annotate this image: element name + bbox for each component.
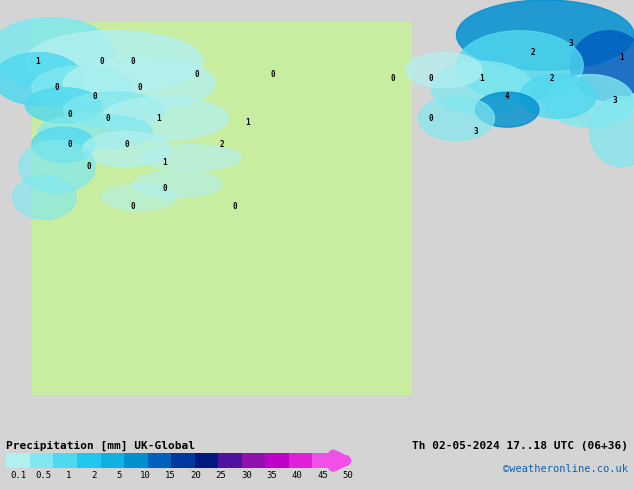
Text: 35: 35 <box>266 471 277 481</box>
Text: 0: 0 <box>429 114 434 123</box>
Bar <box>266 453 289 468</box>
Polygon shape <box>101 97 228 140</box>
Polygon shape <box>545 74 634 127</box>
Text: 0: 0 <box>105 114 110 123</box>
Text: 50: 50 <box>342 471 353 481</box>
Text: 2: 2 <box>219 140 224 149</box>
Text: 0: 0 <box>55 83 60 92</box>
Bar <box>101 453 124 468</box>
Bar <box>6 453 30 468</box>
Text: 30: 30 <box>241 471 252 481</box>
Polygon shape <box>0 18 114 88</box>
Polygon shape <box>38 114 152 149</box>
Text: 0: 0 <box>391 74 396 83</box>
Polygon shape <box>418 97 495 140</box>
Text: 2: 2 <box>549 74 554 83</box>
Text: 2: 2 <box>530 48 535 57</box>
Text: 25: 25 <box>216 471 226 481</box>
Text: 1: 1 <box>36 57 41 66</box>
Polygon shape <box>133 171 222 197</box>
Polygon shape <box>25 31 203 92</box>
Polygon shape <box>19 140 95 193</box>
Text: 0: 0 <box>67 110 72 119</box>
Text: 20: 20 <box>190 471 201 481</box>
Text: 0: 0 <box>67 140 72 149</box>
Text: 10: 10 <box>139 471 150 481</box>
Polygon shape <box>456 0 634 70</box>
Text: 0: 0 <box>99 57 104 66</box>
Text: Th 02-05-2024 17..18 UTC (06+36): Th 02-05-2024 17..18 UTC (06+36) <box>411 441 628 451</box>
Text: 0: 0 <box>93 92 98 101</box>
Polygon shape <box>520 74 596 119</box>
Polygon shape <box>13 175 76 219</box>
Text: 1: 1 <box>619 52 624 62</box>
Bar <box>289 453 313 468</box>
Bar <box>148 453 171 468</box>
Text: 2: 2 <box>91 471 97 481</box>
Text: 0.5: 0.5 <box>36 471 51 481</box>
Text: 0: 0 <box>137 83 142 92</box>
Text: 3: 3 <box>473 127 478 136</box>
Bar <box>242 453 266 468</box>
Text: 1: 1 <box>156 114 161 123</box>
FancyBboxPatch shape <box>32 22 412 395</box>
Text: 0.1: 0.1 <box>10 471 26 481</box>
Polygon shape <box>101 184 178 211</box>
Polygon shape <box>406 52 482 88</box>
Text: 0: 0 <box>232 201 237 211</box>
Polygon shape <box>476 92 539 127</box>
Bar <box>313 453 336 468</box>
Bar <box>124 453 148 468</box>
Bar <box>53 453 77 468</box>
Polygon shape <box>456 31 583 101</box>
Text: 0: 0 <box>124 140 129 149</box>
Text: 4: 4 <box>505 92 510 101</box>
Bar <box>218 453 242 468</box>
Text: 3: 3 <box>612 97 618 105</box>
Text: ©weatheronline.co.uk: ©weatheronline.co.uk <box>503 465 628 474</box>
Polygon shape <box>63 92 165 127</box>
Polygon shape <box>63 57 216 110</box>
Bar <box>195 453 218 468</box>
Bar <box>77 453 101 468</box>
Text: 15: 15 <box>165 471 176 481</box>
Polygon shape <box>25 88 101 123</box>
Text: 0: 0 <box>270 70 275 79</box>
Polygon shape <box>139 145 241 171</box>
Text: 0: 0 <box>162 184 167 193</box>
Text: 0: 0 <box>429 74 434 83</box>
Text: 40: 40 <box>292 471 302 481</box>
Text: 5: 5 <box>117 471 122 481</box>
Polygon shape <box>32 66 133 110</box>
Text: 0: 0 <box>131 57 136 66</box>
Polygon shape <box>590 97 634 167</box>
Text: 0: 0 <box>194 70 199 79</box>
Text: Precipitation [mm] UK-Global: Precipitation [mm] UK-Global <box>6 441 195 451</box>
Text: 45: 45 <box>317 471 328 481</box>
Polygon shape <box>431 61 533 114</box>
Text: 1: 1 <box>66 471 72 481</box>
Polygon shape <box>32 127 95 162</box>
Bar <box>30 453 53 468</box>
Polygon shape <box>0 52 82 105</box>
Polygon shape <box>82 132 171 167</box>
Text: 1: 1 <box>245 118 250 127</box>
Text: 3: 3 <box>568 39 573 49</box>
Text: 1: 1 <box>479 74 484 83</box>
Polygon shape <box>571 31 634 101</box>
Text: 0: 0 <box>131 201 136 211</box>
Text: 0: 0 <box>86 162 91 171</box>
Text: 1: 1 <box>162 158 167 167</box>
Polygon shape <box>336 453 352 468</box>
Bar <box>171 453 195 468</box>
